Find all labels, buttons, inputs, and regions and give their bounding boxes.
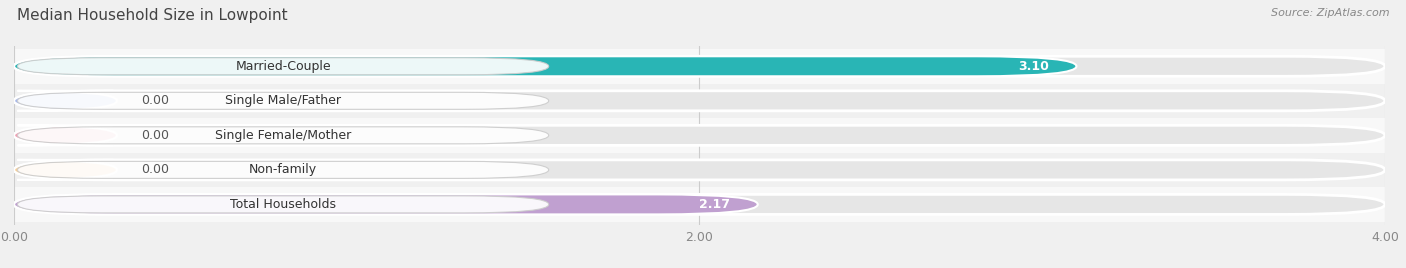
Text: Single Female/Mother: Single Female/Mother <box>215 129 352 142</box>
Text: Non-family: Non-family <box>249 163 318 176</box>
Text: 0.00: 0.00 <box>141 129 169 142</box>
Text: 2.17: 2.17 <box>699 198 730 211</box>
FancyBboxPatch shape <box>14 194 758 214</box>
Text: 3.10: 3.10 <box>1018 60 1049 73</box>
FancyBboxPatch shape <box>14 187 1385 222</box>
FancyBboxPatch shape <box>14 125 1385 145</box>
Text: 0.00: 0.00 <box>141 163 169 176</box>
Text: Source: ZipAtlas.com: Source: ZipAtlas.com <box>1271 8 1389 18</box>
Text: Married-Couple: Married-Couple <box>235 60 330 73</box>
FancyBboxPatch shape <box>14 160 117 180</box>
FancyBboxPatch shape <box>14 56 1077 76</box>
FancyBboxPatch shape <box>17 196 548 213</box>
Text: 0.00: 0.00 <box>141 94 169 107</box>
Text: Total Households: Total Households <box>231 198 336 211</box>
FancyBboxPatch shape <box>17 92 548 109</box>
FancyBboxPatch shape <box>14 91 117 111</box>
Text: Single Male/Father: Single Male/Father <box>225 94 342 107</box>
FancyBboxPatch shape <box>14 194 1385 214</box>
FancyBboxPatch shape <box>14 56 1385 76</box>
FancyBboxPatch shape <box>17 58 548 75</box>
FancyBboxPatch shape <box>14 160 1385 180</box>
FancyBboxPatch shape <box>14 84 1385 118</box>
FancyBboxPatch shape <box>14 91 1385 111</box>
FancyBboxPatch shape <box>17 127 548 144</box>
FancyBboxPatch shape <box>14 125 117 145</box>
FancyBboxPatch shape <box>14 152 1385 187</box>
FancyBboxPatch shape <box>14 118 1385 152</box>
FancyBboxPatch shape <box>17 161 548 178</box>
Text: Median Household Size in Lowpoint: Median Household Size in Lowpoint <box>17 8 287 23</box>
FancyBboxPatch shape <box>14 49 1385 84</box>
